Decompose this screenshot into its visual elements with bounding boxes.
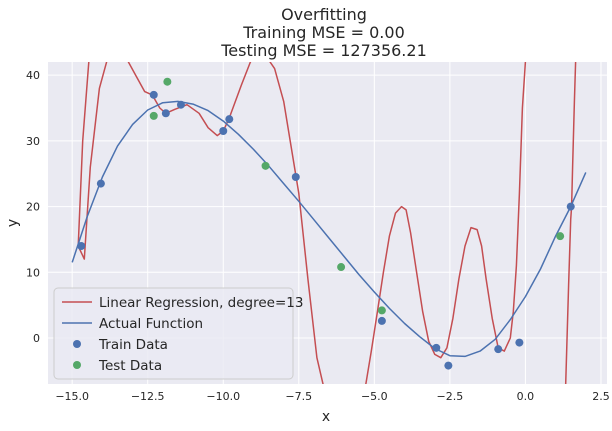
y-tick-label: 20 [26, 201, 40, 214]
x-tick-label: −10.0 [206, 390, 240, 403]
regression-curve [77, 62, 325, 384]
x-tick-label: −2.5 [437, 390, 464, 403]
legend-swatch-train [73, 340, 81, 348]
y-tick-label: 30 [26, 135, 40, 148]
legend-label-test: Test Data [98, 358, 162, 374]
test-point [556, 232, 565, 241]
train-point [96, 179, 105, 188]
train-point [176, 100, 185, 109]
train-point [149, 90, 158, 99]
train-point [225, 115, 234, 124]
y-tick-labels: 0 10 20 30 40 [26, 69, 40, 345]
x-tick-label: 2.5 [592, 390, 610, 403]
train-point [444, 361, 453, 370]
legend-swatch-test [73, 361, 81, 369]
chart-title-line-2: Training MSE = 0.00 [242, 23, 405, 42]
legend-label-regression: Linear Regression, degree=13 [99, 295, 303, 311]
legend-label-train: Train Data [98, 337, 168, 353]
y-tick-label: 40 [26, 69, 40, 82]
x-tick-label: −15.0 [55, 390, 89, 403]
test-point [377, 306, 386, 315]
legend-frame [53, 287, 294, 380]
test-point [149, 111, 158, 120]
train-point [219, 127, 228, 135]
x-tick-label: −12.5 [131, 390, 165, 403]
train-point [515, 338, 524, 347]
test-point [163, 77, 172, 86]
y-tick-label: 0 [33, 332, 40, 345]
x-tick-label: −5.0 [361, 390, 388, 403]
test-point [337, 263, 346, 272]
legend: Linear Regression, degree=13 Actual Func… [53, 287, 303, 380]
x-tick-label: 0.0 [517, 390, 535, 403]
train-point [161, 109, 170, 118]
chart-title-line-3: Testing MSE = 127356.21 [220, 41, 427, 60]
test-point [261, 161, 270, 170]
x-tick-label: −7.5 [285, 390, 312, 403]
y-tick-label: 10 [26, 266, 40, 279]
train-point [291, 173, 300, 181]
actual-function-curve [71, 100, 587, 358]
regression-curve [365, 62, 527, 384]
x-axis-label: x [322, 409, 330, 425]
train-point [432, 343, 441, 352]
legend-label-actual: Actual Function [99, 316, 203, 332]
train-point [77, 242, 86, 250]
train-point [377, 316, 386, 325]
train-point [566, 202, 575, 211]
train-point [494, 345, 503, 354]
series-layer [71, 62, 587, 384]
chart-title-line-1: Overfitting [281, 5, 367, 24]
y-axis-label: y [5, 219, 21, 227]
x-tick-labels: −15.0 −12.5 −10.0 −7.5 −5.0 −2.5 0.0 2.5 [55, 390, 609, 403]
